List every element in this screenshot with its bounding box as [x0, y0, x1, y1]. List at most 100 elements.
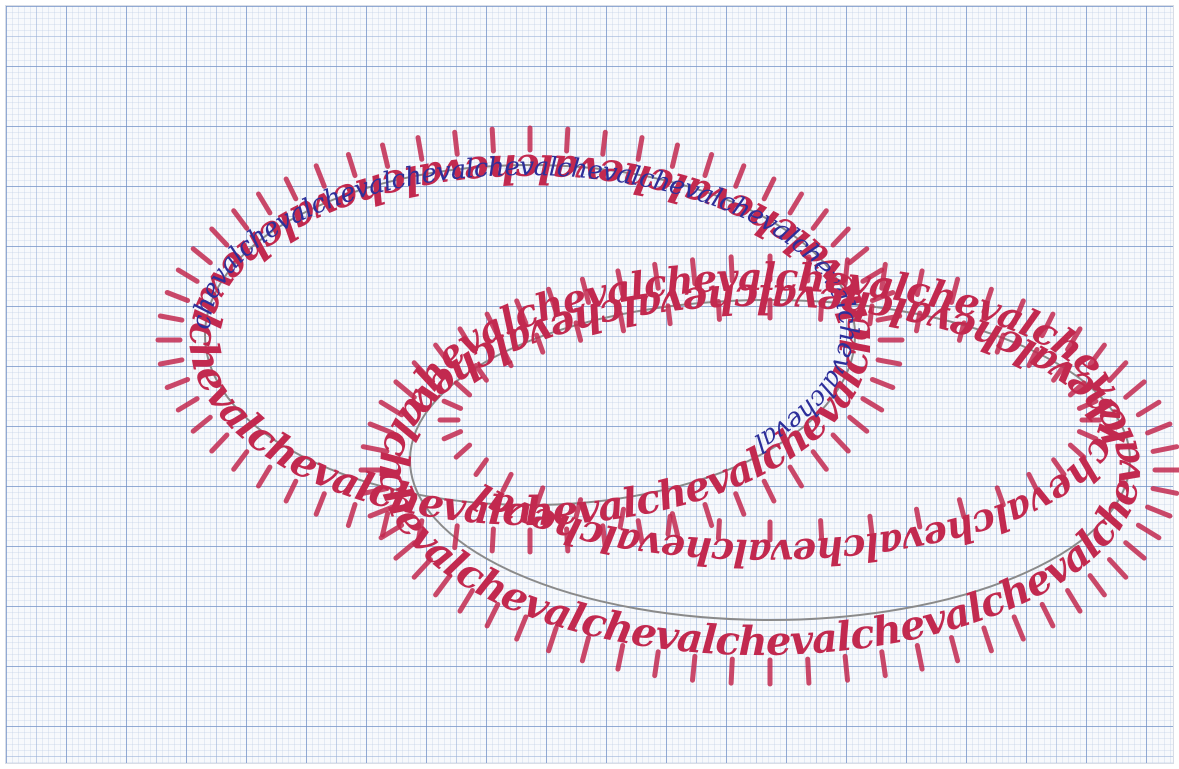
ink-stroke: [433, 573, 453, 598]
ink-stroke: [914, 643, 925, 672]
ink-stroke: [818, 299, 825, 322]
ink-stroke: [875, 313, 903, 323]
ink-stroke: [564, 526, 571, 554]
ink-stroke: [360, 486, 390, 496]
ink-stroke: [433, 342, 453, 367]
ink-stroke: [1067, 442, 1087, 460]
ink-stroke: [367, 504, 395, 519]
ink-stroke: [875, 357, 903, 367]
ink-stroke: [810, 208, 829, 231]
ink-stroke: [860, 396, 885, 413]
ink-stroke: [514, 298, 529, 326]
ink-stroke: [830, 432, 851, 454]
ink-stroke: [190, 246, 213, 266]
ink-stroke: [635, 135, 645, 162]
ink-stroke: [805, 254, 812, 284]
ink-stroke: [573, 320, 584, 343]
ink-stroke: [1076, 398, 1099, 411]
ink-stroke: [914, 310, 923, 334]
ink-stroke: [860, 267, 885, 284]
ink-stroke: [411, 360, 433, 383]
ink-stroke: [949, 276, 961, 305]
ink-stroke: [457, 326, 475, 352]
ink-stroke: [453, 442, 473, 460]
ink-stroke: [164, 290, 191, 303]
ink-stroke: [564, 126, 571, 154]
ink-stroke: [1065, 588, 1083, 614]
ink-stroke: [956, 320, 967, 343]
ink-stroke: [617, 310, 626, 334]
ink-stroke: [256, 464, 273, 489]
ink-stroke: [345, 502, 358, 528]
ink-stroke: [669, 142, 680, 169]
ink-stroke: [1145, 504, 1173, 519]
ink-stroke: [1039, 601, 1056, 629]
ink-stroke: [231, 449, 250, 472]
ink-stroke: [1039, 311, 1056, 339]
ink-stroke: [209, 432, 230, 454]
ink-stroke: [879, 649, 888, 679]
ink-stroke: [702, 152, 715, 178]
ink-stroke: [842, 653, 850, 683]
ink-stroke: [360, 444, 390, 454]
ink-stroke: [489, 126, 496, 154]
ink-stroke: [514, 614, 529, 642]
ink-stroke: [652, 649, 661, 679]
ink-stroke: [175, 267, 200, 284]
ink-stroke: [1051, 363, 1067, 383]
ink-stroke: [994, 332, 1006, 355]
ink-stroke: [1135, 399, 1162, 418]
ink-stroke: [1087, 573, 1107, 598]
ink-stroke: [283, 176, 299, 202]
ink-stroke: [231, 208, 250, 231]
ink-stroke: [1051, 457, 1067, 477]
ink-strokes: [155, 125, 1179, 687]
ink-stroke: [283, 478, 299, 504]
graph-paper-sheet: [6, 6, 1173, 763]
ink-stroke: [652, 261, 661, 291]
ink-stroke: [956, 497, 967, 520]
ink-stroke: [1026, 347, 1040, 369]
ink-stroke: [209, 226, 230, 248]
ink-stroke: [579, 276, 591, 305]
ink-stroke: [847, 414, 870, 434]
ink-stroke: [787, 464, 804, 489]
ink-stroke: [441, 429, 464, 442]
ink-stroke: [473, 457, 489, 477]
ink-stroke: [500, 471, 514, 493]
ink-stroke: [728, 254, 735, 284]
ink-stroke: [879, 261, 888, 291]
ink-stroke: [484, 311, 501, 339]
ink-stroke: [411, 557, 433, 580]
ink-stroke: [256, 191, 273, 216]
ink-stroke: [761, 176, 777, 202]
ink-stroke: [1087, 342, 1107, 367]
ink-stroke: [867, 303, 875, 327]
ink-stroke: [380, 511, 391, 538]
ink-stroke: [1150, 486, 1179, 496]
ink-stroke: [715, 299, 722, 322]
ink-stroke: [441, 398, 464, 411]
ink-stroke: [546, 625, 559, 654]
ink-stroke: [1065, 326, 1083, 352]
ink-stroke: [617, 506, 626, 530]
ink-stroke: [157, 357, 185, 367]
ink-stroke: [615, 268, 626, 297]
ink-stroke: [733, 491, 747, 517]
ink-stroke: [615, 643, 626, 672]
ink-stroke: [1076, 429, 1099, 442]
ink-stroke: [869, 377, 896, 390]
ink-stroke: [393, 379, 417, 400]
ink-stroke: [1150, 444, 1179, 454]
ink-stroke: [1123, 379, 1147, 400]
ink-stroke: [728, 656, 735, 686]
ink-stroke: [949, 635, 961, 664]
ink-stroke: [761, 478, 777, 504]
ink-stroke: [1011, 614, 1026, 642]
ink-stroke: [914, 506, 923, 530]
ink-stroke: [830, 226, 851, 248]
ink-stroke: [733, 163, 747, 189]
ink-stroke: [1107, 360, 1129, 383]
ink-stroke: [378, 399, 405, 418]
